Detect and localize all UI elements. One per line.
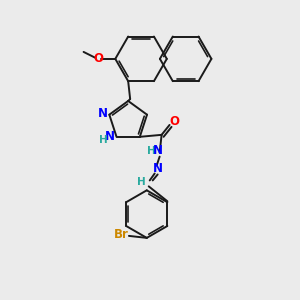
- Text: N: N: [105, 130, 115, 143]
- Text: O: O: [169, 116, 179, 128]
- Text: N: N: [153, 144, 163, 157]
- Text: O: O: [93, 52, 103, 65]
- Text: N: N: [98, 107, 107, 120]
- Text: H: H: [137, 177, 146, 188]
- Text: H: H: [147, 146, 156, 156]
- Text: N: N: [153, 162, 163, 175]
- Text: Br: Br: [114, 228, 128, 242]
- Text: H: H: [99, 135, 108, 145]
